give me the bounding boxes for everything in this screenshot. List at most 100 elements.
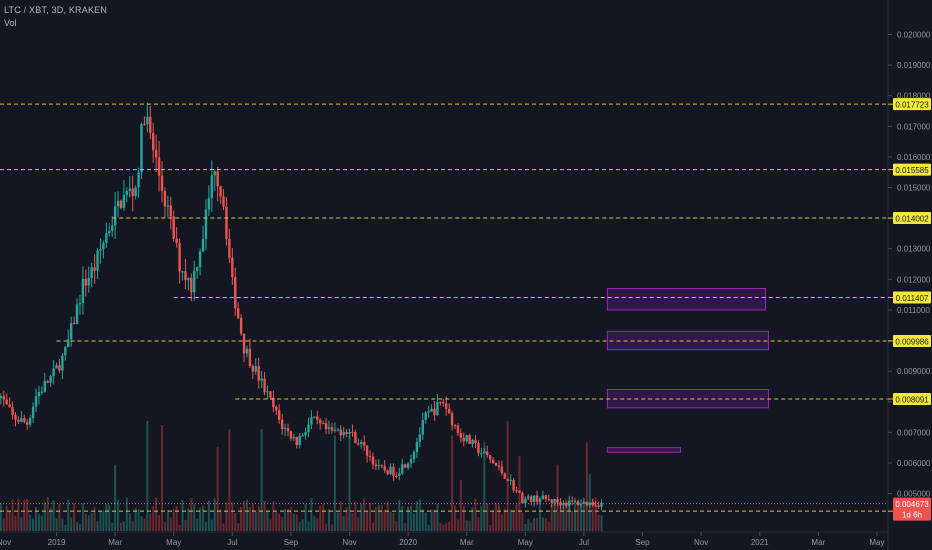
candle-body (559, 502, 562, 506)
candle-body (398, 473, 401, 476)
volume-bar (577, 501, 580, 531)
volume-bar (20, 517, 23, 531)
candle-body (116, 200, 120, 207)
volume-bar (427, 524, 430, 531)
volume-bar (600, 515, 603, 531)
volume-bar (383, 509, 386, 531)
volume-bar (119, 522, 122, 531)
horizontal-levels[interactable] (0, 103, 888, 512)
candle-body (254, 366, 257, 372)
y-tick-label: 0.013000 (897, 245, 931, 254)
y-tick-label: 0.017000 (897, 122, 931, 131)
volume-bar (58, 504, 61, 531)
candle-body (5, 399, 8, 405)
y-tick-label: 0.019000 (897, 61, 931, 70)
volume-bar (301, 519, 304, 531)
candle-body (75, 304, 79, 324)
candle-body (521, 492, 524, 504)
volume-bar (445, 523, 448, 531)
candle-body (494, 463, 498, 466)
candle-body (477, 442, 480, 454)
volume-bar (114, 464, 117, 531)
volume-bar (289, 507, 292, 531)
time-scale[interactable]: Nov 2019 Mar May Jul Sep Nov 2020 Mar May Jul Sep No… (0, 532, 884, 547)
candle-body (163, 191, 167, 207)
volume-bar (486, 503, 489, 531)
candle-body (128, 188, 131, 191)
volume-bar (5, 505, 8, 531)
candle-body (34, 396, 38, 407)
candle-body (20, 418, 23, 422)
volume-bar (319, 505, 322, 531)
volume-bar (307, 521, 310, 531)
price-level-label-bg (893, 334, 931, 347)
candle-body (582, 501, 586, 504)
candle-body (594, 505, 597, 507)
volume-bar (506, 421, 509, 531)
candle-body (0, 396, 3, 398)
y-tick-label: 0.006000 (897, 459, 931, 468)
volume-indicator-label[interactable]: Vol (4, 18, 17, 28)
volume-bar (524, 523, 527, 531)
candle-body (69, 322, 73, 340)
y-tick-label: 0.011000 (897, 306, 930, 315)
volume-bar (102, 510, 105, 531)
volume-bar (213, 498, 216, 531)
volume-bar (281, 516, 284, 531)
zone-boxes[interactable] (606, 288, 770, 453)
candle-body (412, 452, 416, 460)
volume-bar (96, 521, 99, 531)
candle-body (316, 416, 319, 420)
volume-bar (401, 506, 404, 531)
volume-bar (465, 520, 468, 531)
volume-bar (87, 515, 90, 531)
volume-bar (43, 502, 46, 531)
candle-body (160, 175, 164, 192)
volume-bar (295, 514, 298, 531)
candle-body (11, 407, 14, 415)
symbol-title[interactable]: LTC / XBT, 3D, KRAKEN (4, 5, 108, 15)
volume-bar (538, 498, 541, 531)
volume-bar (550, 504, 553, 531)
candle-body (500, 466, 504, 474)
candle-body (532, 495, 536, 502)
volume-bar (398, 500, 401, 531)
candle-body (122, 194, 126, 208)
candle-body (234, 277, 237, 309)
candle-body (418, 434, 422, 442)
volume-bar (14, 515, 17, 531)
price-level-label-bg (893, 163, 931, 176)
volume-bar (374, 507, 377, 531)
volume-bar (231, 502, 234, 531)
volume-bar (310, 497, 313, 531)
candle-body (319, 419, 322, 424)
candle-body (480, 453, 483, 455)
volume-bar (2, 518, 5, 531)
candle-body (40, 391, 44, 393)
candle-body (383, 466, 386, 471)
candle-body (64, 346, 67, 356)
candle-body (313, 416, 316, 418)
candle-body (348, 431, 351, 434)
candle-body (219, 186, 222, 197)
x-tick-label: Sep (284, 538, 299, 547)
volume-bar (222, 523, 225, 531)
candle-body (272, 397, 275, 407)
candle-body (184, 271, 187, 281)
volume-bar (333, 435, 336, 531)
volume-bar (55, 518, 58, 531)
volume-bar (248, 507, 251, 531)
volume-bar (64, 524, 67, 531)
candle-body (447, 408, 451, 414)
volume-bar (515, 504, 518, 531)
candle-body (360, 441, 363, 445)
candle-body (149, 116, 152, 133)
candle-body (333, 429, 337, 431)
x-tick-label: May (869, 538, 884, 547)
price-labels: 0.017723 0.015585 0.014002 0.011407 0.009986… (888, 98, 931, 521)
volume-bar (594, 497, 597, 531)
volume-bar (348, 436, 351, 531)
volume-bar (536, 517, 539, 531)
candle-body (330, 427, 334, 431)
